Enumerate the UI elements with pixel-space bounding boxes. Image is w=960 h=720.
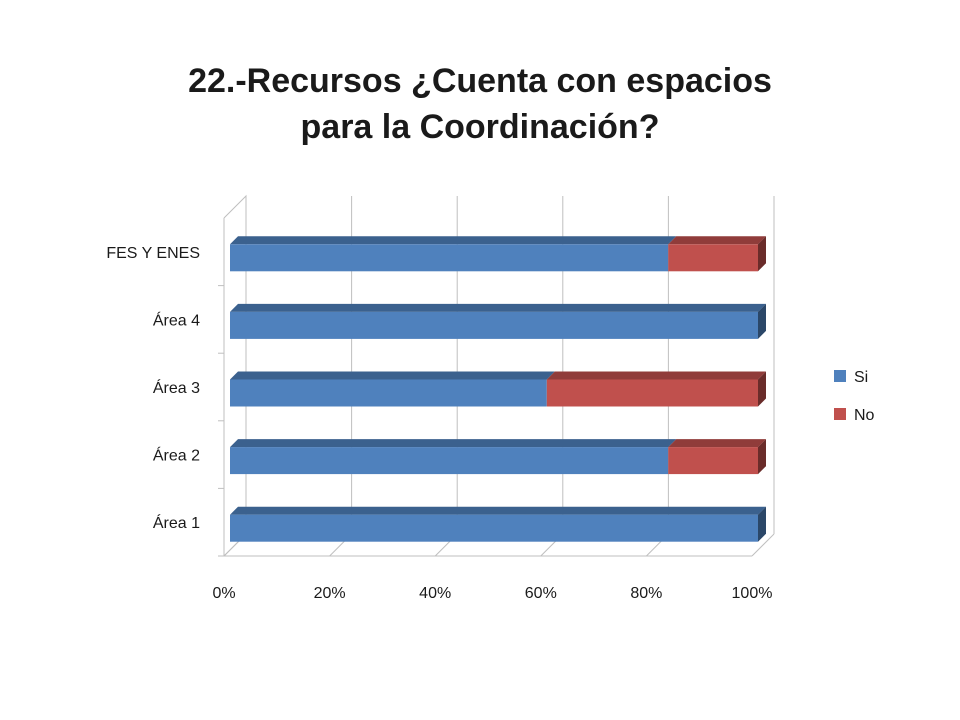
bar-side-face — [758, 236, 766, 272]
bar-front-face — [230, 379, 547, 407]
legend-label-si: Si — [854, 369, 868, 386]
chart-title: 22.-Recursos ¿Cuenta con espacios para l… — [80, 58, 880, 150]
y-tick-label: FES Y ENES — [106, 245, 200, 262]
x-tick-label: 0% — [212, 585, 235, 602]
bar-segment-si — [230, 236, 677, 272]
x-tick-label: 60% — [525, 585, 557, 602]
bar-front-face — [230, 244, 669, 272]
bar-segment-no — [668, 236, 766, 272]
y-tick-labels: Área 1 Área 2 Área 3 Área 4 FES Y ENES — [106, 245, 224, 557]
bar-top-face — [230, 439, 677, 448]
bar-top-face — [546, 371, 766, 380]
chart-title-line-1: 22.-Recursos ¿Cuenta con espacios — [188, 62, 772, 100]
bar-side-face — [758, 371, 766, 407]
gridline-floor — [751, 533, 775, 557]
bar-front-face — [668, 447, 758, 475]
bar-top-face — [668, 236, 766, 245]
legend-label-no: No — [854, 407, 875, 424]
x-tick-label: 40% — [419, 585, 451, 602]
y-tick-label: Área 1 — [153, 513, 200, 532]
legend-swatch-no — [834, 408, 846, 420]
x-tick-label: 100% — [732, 585, 773, 602]
x-tick-label: 20% — [314, 585, 346, 602]
bars — [230, 236, 766, 542]
bar-top-face — [668, 439, 766, 448]
bar-front-face — [230, 447, 669, 475]
bar-segment-si — [230, 303, 766, 339]
bar-segment-no — [668, 439, 766, 475]
y-tick-label: Área 4 — [153, 310, 200, 329]
bar-segment-si — [230, 506, 766, 542]
bar-top-face — [230, 371, 555, 380]
bar-top-face — [230, 303, 766, 312]
chart-title-line-2: para la Coordinación? — [300, 108, 660, 146]
legend: Si No — [834, 369, 875, 424]
legend-swatch-si — [834, 370, 846, 382]
bar-top-face — [230, 506, 766, 515]
bar-segment-no — [546, 371, 766, 407]
bar-segment-si — [230, 371, 555, 407]
bar-top-face — [230, 236, 677, 245]
bar-front-face — [546, 379, 758, 407]
y-tick-label: Área 2 — [153, 446, 200, 465]
bar-segment-si — [230, 439, 677, 475]
x-tick-label: 80% — [630, 585, 662, 602]
bar-front-face — [230, 311, 758, 339]
y-tick-label: Área 3 — [153, 378, 200, 397]
bar-side-face — [758, 506, 766, 542]
x-tick-labels: 0% 20% 40% 60% 80% 100% — [212, 585, 772, 602]
bar-side-face — [758, 303, 766, 339]
bar-front-face — [668, 244, 758, 272]
bar-front-face — [230, 514, 758, 542]
bar-side-face — [758, 439, 766, 475]
